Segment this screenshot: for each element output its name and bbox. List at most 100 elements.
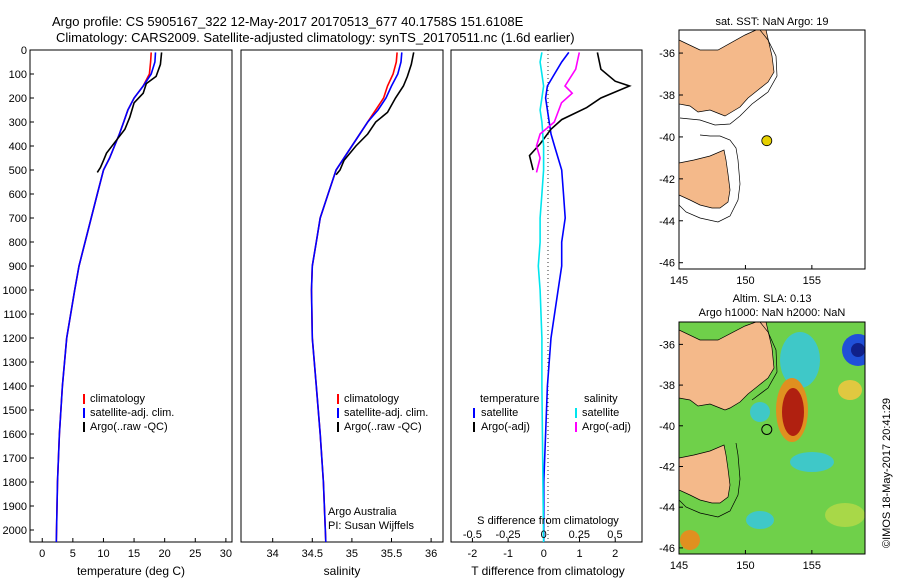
argo-position-marker [761, 135, 773, 147]
depth-tick-label: 600 [9, 189, 27, 201]
sst-axis-ticks: 145 150 155 -36 -38 -40 -42 -44 -46 [659, 48, 821, 287]
x-tick-label: 34.5 [302, 548, 323, 560]
x-tick-label: 0 [541, 548, 547, 560]
depth-tick-label: 1900 [3, 501, 27, 513]
legend-s-argo: Argo(-adj) [582, 421, 631, 433]
temperature-axis-ticks: 0 5 10 15 20 25 30 [39, 538, 232, 560]
depth-tick-label: 300 [9, 117, 27, 129]
sla-frame [678, 321, 866, 555]
depth-tick-label: 800 [9, 237, 27, 249]
argo-position-marker [761, 424, 773, 435]
depth-tick-label: 500 [9, 165, 27, 177]
s-difference-ticks: -0.5 -0.25 0 0.25 0.5 [463, 529, 623, 541]
depth-tick-label: 400 [9, 141, 27, 153]
x-tick-label: 5 [70, 548, 76, 560]
sla-mainland [679, 322, 775, 411]
imos-stamp: ©IMOS 18-May-2017 20:41:29 [881, 398, 893, 548]
sla-title-line1: Altim. SLA: 0.13 [733, 293, 812, 305]
difference-lines [528, 51, 632, 543]
x-tick-label: 15 [128, 548, 140, 560]
depth-axis-ticks: 0 100 200 300 400 500 600 700 800 900 1000 1100 1200… [3, 45, 34, 537]
s-tick-label: -0.5 [463, 529, 482, 541]
sla-contour [751, 322, 778, 401]
t-difference-label: T difference from climatology [471, 564, 625, 578]
legend-climatology: climatology [90, 393, 146, 405]
lat-tick-label: -42 [659, 461, 675, 473]
series-argo-raw-qc [335, 52, 415, 176]
x-tick-label: 0 [39, 548, 45, 560]
legend-satellite: satellite-adj. clim. [90, 407, 174, 419]
depth-tick-label: 2000 [3, 525, 27, 537]
sla-contour [679, 442, 741, 518]
depth-tick-label: 200 [9, 93, 27, 105]
x-tick-label: 20 [159, 548, 171, 560]
lon-tick-label: 145 [670, 275, 688, 287]
sst-map: sat. SST: NaN Argo: 19 145 150 155 -36 -38 -4… [659, 16, 866, 287]
depth-tick-label: 1000 [3, 285, 27, 297]
lon-tick-label: 150 [736, 560, 754, 572]
sla-blob [746, 511, 774, 529]
x-tick-label: 36 [425, 548, 437, 560]
sst-tas-contour [678, 134, 741, 223]
lon-tick-label: 155 [803, 275, 821, 287]
lat-tick-label: -46 [659, 258, 675, 270]
series-satellite-adj-clim [55, 52, 157, 543]
salinity-axis-ticks: 34 34.5 35 35.5 36 [267, 538, 437, 560]
depth-tick-label: 1600 [3, 429, 27, 441]
lat-tick-label: -36 [659, 339, 675, 351]
difference-legend: temperature satellite Argo(-adj) salinit… [473, 393, 631, 433]
lon-tick-label: 145 [670, 560, 688, 572]
x-tick-label: 2 [612, 548, 618, 560]
depth-tick-label: 1100 [3, 309, 27, 321]
depth-tick-label: 1200 [3, 333, 27, 345]
depth-tick-label: 1300 [3, 357, 27, 369]
x-tick-label: 30 [220, 548, 232, 560]
x-tick-label: 10 [97, 548, 109, 560]
x-tick-label: -1 [503, 548, 513, 560]
sla-blob [780, 332, 820, 388]
legend-t-argo: Argo(-adj) [481, 421, 530, 433]
sst-shelf-contour [679, 29, 778, 126]
sla-blob [750, 402, 770, 422]
sla-blob [851, 343, 865, 357]
credit-line1: Argo Australia [328, 506, 397, 518]
difference-frame [450, 49, 643, 543]
x-tick-label: 25 [189, 548, 201, 560]
series-s-argo-adj [535, 52, 581, 173]
s-tick-label: -0.25 [495, 529, 520, 541]
lat-tick-label: -40 [659, 421, 675, 433]
header-line1: Argo profile: CS 5905167_322 12-May-2017… [52, 14, 524, 29]
series-argo-raw-qc [96, 52, 163, 173]
x-tick-label: 34 [267, 548, 279, 560]
lat-tick-label: -40 [659, 132, 675, 144]
sst-mainland [678, 29, 775, 117]
legend-salinity-title: salinity [584, 393, 618, 405]
lon-tick-label: 155 [803, 560, 821, 572]
sla-blob [680, 530, 700, 550]
lat-tick-label: -44 [659, 216, 675, 228]
temperature-frame [29, 49, 233, 543]
legend-climatology: climatology [344, 393, 400, 405]
legend-temperature-title: temperature [480, 393, 539, 405]
legend-satellite: satellite-adj. clim. [344, 407, 428, 419]
lon-tick-label: 150 [736, 275, 754, 287]
sla-blob [782, 388, 804, 436]
depth-tick-label: 1500 [3, 405, 27, 417]
difference-panel: -2 -1 0 1 2 temperature satellite Argo(-adj)… [450, 49, 643, 578]
depth-tick-label: 1800 [3, 477, 27, 489]
header-line2: Climatology: CARS2009. Satellite-adjuste… [56, 30, 575, 45]
lat-tick-label: -46 [659, 543, 675, 555]
sla-blob [790, 452, 834, 472]
salinity-frame [240, 49, 444, 543]
depth-tick-label: 100 [9, 69, 27, 81]
lat-tick-label: -42 [659, 174, 675, 186]
series-s-satellite [537, 52, 545, 543]
legend-argo: Argo(..raw -QC) [90, 421, 168, 433]
series-satellite-adj-clim [310, 52, 403, 543]
sla-map: Altim. SLA: 0.13 Argo h1000: NaN h2000: … [659, 293, 866, 572]
salinity-panel: 34 34.5 35 35.5 36 climatology satellite-adj… [240, 49, 444, 578]
depth-tick-label: 700 [9, 213, 27, 225]
temperature-lines [55, 52, 163, 543]
s-tick-label: 0.25 [569, 529, 590, 541]
